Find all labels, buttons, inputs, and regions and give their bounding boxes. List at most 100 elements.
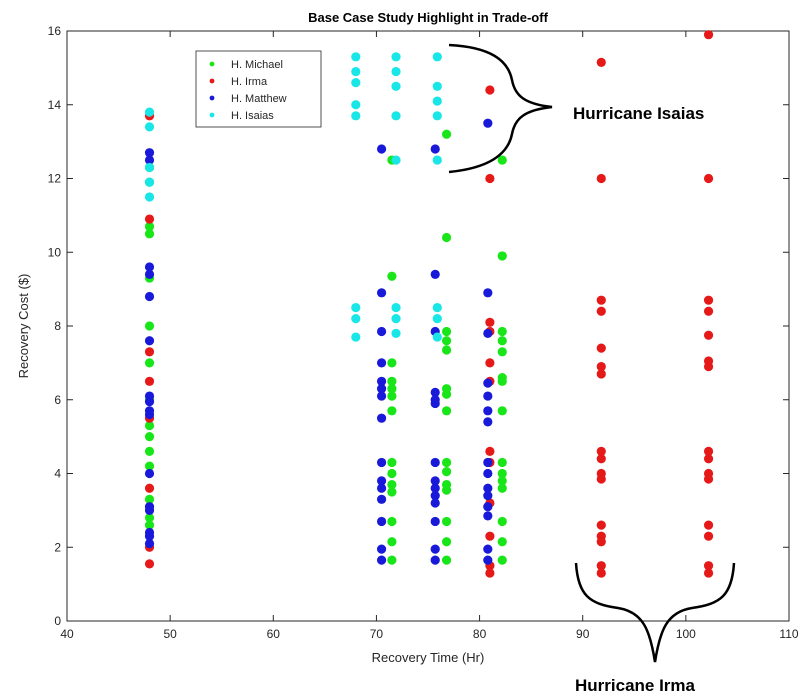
data-point [432, 332, 442, 342]
data-point [703, 330, 714, 340]
data-point [387, 457, 397, 468]
data-point [596, 454, 606, 464]
data-point [387, 384, 397, 394]
data-point [144, 420, 155, 431]
x-tick-label: 90 [576, 627, 590, 641]
data-point [144, 155, 155, 165]
data-point [441, 555, 452, 565]
data-point [391, 314, 401, 324]
data-point [596, 295, 606, 305]
y-tick-label: 4 [54, 467, 61, 481]
data-point [485, 85, 495, 95]
data-point [703, 561, 714, 571]
data-point [430, 491, 440, 501]
data-point [483, 491, 493, 501]
annotation-hurricane-irma: Hurricane Irma [575, 676, 696, 695]
data-point [387, 516, 397, 527]
data-point [596, 537, 606, 547]
legend-marker [209, 95, 215, 101]
x-tick-label: 70 [370, 627, 384, 641]
data-point [144, 269, 155, 279]
x-tick-label: 60 [267, 627, 281, 641]
data-point [430, 457, 440, 468]
data-point [376, 413, 387, 423]
annotation-hurricane-isaias: Hurricane Isaias [573, 104, 704, 123]
data-point [430, 476, 440, 486]
data-point [483, 417, 493, 427]
data-point [483, 378, 493, 388]
data-point [596, 361, 606, 372]
y-tick-label: 8 [54, 319, 61, 333]
data-point [376, 288, 387, 298]
legend-marker [209, 78, 215, 84]
series-h-matthew [144, 118, 493, 565]
data-point [391, 52, 401, 62]
data-point [703, 306, 714, 316]
data-point [703, 446, 714, 456]
data-point [483, 457, 493, 468]
data-point [144, 432, 155, 442]
data-point [144, 291, 155, 302]
data-point [430, 398, 440, 409]
y-tick-label: 2 [54, 540, 61, 554]
data-point [144, 559, 155, 569]
data-point [441, 345, 452, 355]
data-point [376, 144, 387, 154]
data-point [387, 391, 397, 401]
data-point [351, 66, 361, 77]
series-h-isaias [144, 52, 442, 342]
data-point [144, 336, 155, 346]
legend-marker [209, 112, 215, 118]
data-point [441, 485, 452, 495]
x-tick-label: 40 [60, 627, 74, 641]
data-point [387, 487, 397, 497]
data-point [596, 343, 606, 353]
data-point [144, 513, 155, 523]
data-point [432, 302, 442, 313]
data-point [432, 111, 442, 121]
data-point [441, 467, 452, 477]
data-point [485, 446, 495, 456]
data-point [483, 511, 493, 521]
data-point [144, 347, 155, 357]
data-point [376, 476, 387, 486]
data-point [376, 384, 387, 394]
data-point [144, 505, 155, 515]
data-point [144, 396, 155, 407]
data-point [430, 555, 440, 565]
data-point [144, 531, 155, 541]
data-point [144, 409, 155, 420]
data-point [144, 461, 155, 471]
data-point [485, 358, 495, 368]
data-point [497, 457, 507, 468]
data-point [432, 96, 442, 106]
y-tick-label: 12 [48, 172, 62, 186]
data-point [144, 229, 155, 239]
data-point [703, 454, 714, 464]
data-point [596, 446, 606, 456]
data-point [703, 361, 714, 372]
data-point [430, 483, 440, 493]
data-point [485, 317, 495, 327]
y-tick-label: 6 [54, 393, 61, 407]
data-point [441, 336, 452, 346]
data-point [497, 326, 507, 337]
data-point [387, 468, 397, 479]
data-point [351, 111, 361, 121]
data-point [703, 474, 714, 484]
axis-ticks: 40 50 60 70 80 90 100 110 0 2 4 6 8 10 12 14 16 [48, 24, 799, 641]
data-points [144, 30, 714, 578]
data-point [144, 468, 155, 479]
x-axis-label: Recovery Time (Hr) [372, 650, 485, 665]
data-point [387, 376, 397, 386]
isaias-brace [448, 43, 553, 174]
x-tick-label: 110 [779, 627, 798, 641]
data-point [596, 306, 606, 316]
y-tick-label: 14 [48, 98, 62, 112]
legend: H. Michael H. Irma H. Matthew H. Isaias [195, 50, 322, 128]
data-point [497, 155, 507, 165]
data-point [441, 537, 452, 547]
data-point [497, 476, 507, 486]
data-point [497, 516, 507, 527]
